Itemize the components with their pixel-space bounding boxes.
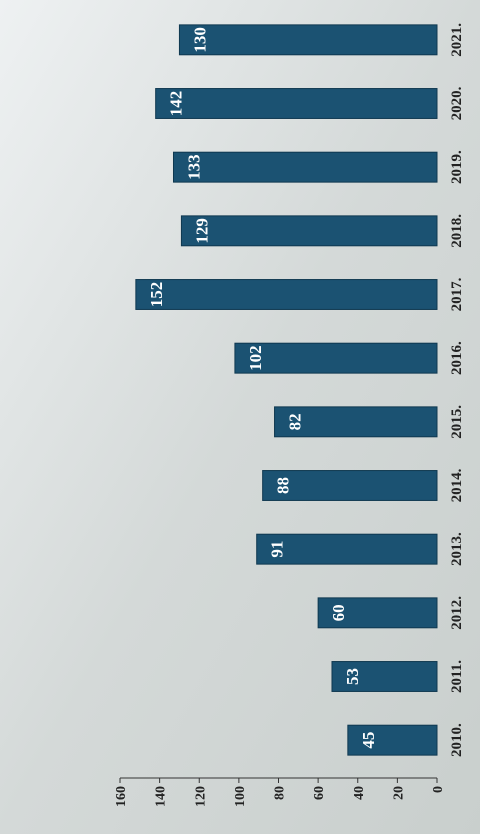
bar — [179, 25, 437, 55]
chart: 0 20 40 60 80 100 120 140 160 2010. 45 2011. 53 2012.… — [0, 0, 480, 834]
x-tick-label: 2017. — [449, 277, 465, 311]
value-label: 45 — [359, 732, 378, 749]
y-tick-label: 120 — [193, 786, 208, 807]
bar — [235, 343, 437, 373]
value-label: 88 — [274, 477, 293, 494]
bar — [136, 280, 437, 310]
x-tick-label: 2020. — [449, 86, 465, 120]
bar — [173, 152, 437, 182]
x-tick-label: 2019. — [449, 150, 465, 184]
x-tick-label: 2016. — [449, 341, 465, 375]
value-label: 152 — [147, 282, 166, 308]
y-tick-label: 0 — [431, 786, 446, 793]
value-label: 53 — [343, 668, 362, 685]
x-tick-label: 2018. — [449, 214, 465, 248]
x-tick-label: 2014. — [449, 468, 465, 502]
x-tick-label: 2011. — [449, 660, 465, 693]
x-tick-label: 2010. — [449, 723, 465, 757]
value-label: 142 — [167, 91, 186, 117]
x-tick-label: 2013. — [449, 532, 465, 566]
value-label: 82 — [286, 413, 305, 430]
y-tick-label: 40 — [352, 786, 367, 800]
y-tick-label: 80 — [273, 786, 288, 800]
value-label: 129 — [192, 218, 211, 244]
value-label: 102 — [246, 345, 265, 371]
bar — [156, 89, 437, 119]
x-tick-label: 2012. — [449, 596, 465, 630]
value-label: 91 — [268, 541, 287, 558]
value-label: 130 — [190, 27, 209, 53]
page: {"chart_data": {"type": "bar", "categori… — [0, 0, 480, 834]
y-tick-label: 60 — [312, 786, 327, 800]
x-tick-label: 2015. — [449, 405, 465, 439]
y-tick-label: 140 — [154, 786, 169, 807]
y-tick-label: 20 — [391, 786, 406, 800]
x-tick-label: 2021. — [449, 23, 465, 57]
value-label: 133 — [184, 154, 203, 180]
value-label: 60 — [329, 604, 348, 621]
bar — [181, 216, 437, 246]
y-tick-label: 160 — [114, 786, 129, 807]
y-tick-label: 100 — [233, 786, 248, 807]
